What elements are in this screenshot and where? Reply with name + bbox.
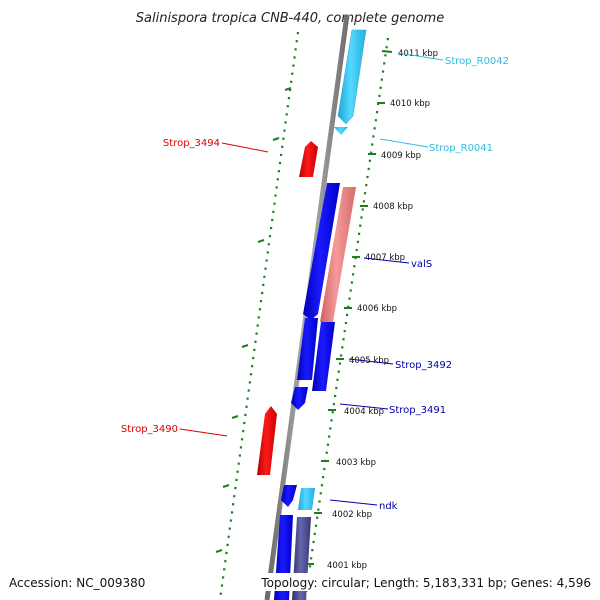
- kbp-tick-4003: 4003 kbp: [321, 458, 376, 468]
- kbp-tick-4011: 4011 kbp: [381, 49, 438, 59]
- left-guide-marks: [215, 87, 292, 553]
- gene-label-strop-3491[interactable]: Strop_3491: [389, 405, 446, 416]
- kbp-label: 4006 kbp: [357, 304, 397, 314]
- kbp-tick-4010: 4010 kbp: [377, 99, 430, 109]
- kbp-label: 4002 kbp: [332, 510, 372, 520]
- kbp-label: 4009 kbp: [381, 151, 421, 161]
- kbp-label: 4003 kbp: [336, 458, 376, 468]
- kbp-tick-4009: 4009 kbp: [368, 151, 421, 161]
- gene-features: [257, 29, 367, 600]
- kbp-tick-4004: 4004 kbp: [328, 407, 384, 417]
- gene-labels: Strop_R0042 Strop_R0041 Strop_3494 valS …: [121, 56, 509, 512]
- kbp-label: 4008 kbp: [373, 202, 413, 212]
- gene-strop-r0041[interactable]: [334, 127, 348, 135]
- gene-label-strop-r0041[interactable]: Strop_R0041: [429, 143, 493, 154]
- kbp-label: 4011 kbp: [398, 49, 438, 59]
- gene-label-strop-3494[interactable]: Strop_3494: [163, 138, 220, 149]
- gene-strop-3492-left[interactable]: [297, 318, 318, 380]
- gene-ndk-blue[interactable]: [281, 485, 297, 507]
- label-leader-lines: [179, 52, 444, 506]
- gene-blue-upper[interactable]: [303, 183, 340, 320]
- kbp-tick-4002: 4002 kbp: [314, 510, 372, 520]
- gene-label-strop-r0042[interactable]: Strop_R0042: [445, 56, 509, 67]
- kbp-tick-4001: 4001 kbp: [306, 561, 367, 571]
- gene-vals-band[interactable]: [320, 187, 356, 322]
- gene-strop-3494[interactable]: [299, 141, 318, 177]
- accession-text: Accession: NC_009380: [9, 576, 145, 590]
- map-title: Salinispora tropica CNB-440, complete ge…: [136, 11, 444, 26]
- gene-label-vals[interactable]: valS: [411, 259, 432, 270]
- footer-right-bg: [258, 573, 596, 591]
- gene-strop-3492-right[interactable]: [312, 322, 335, 391]
- kbp-tick-4008: 4008 kbp: [360, 202, 413, 212]
- kbp-tick-4007: 4007 kbp: [352, 253, 405, 263]
- gene-label-ndk[interactable]: ndk: [379, 501, 398, 512]
- kbp-label: 4001 kbp: [327, 561, 367, 571]
- genome-summary-text: Topology: circular; Length: 5,183,331 bp…: [260, 576, 591, 590]
- kbp-label: 4010 kbp: [390, 99, 430, 109]
- kbp-label: 4007 kbp: [365, 253, 405, 263]
- kbp-label: 4004 kbp: [344, 407, 384, 417]
- gene-label-strop-3490[interactable]: Strop_3490: [121, 424, 178, 435]
- kbp-tick-4006: 4006 kbp: [344, 304, 397, 314]
- left-dotted-guide: [218, 31, 300, 600]
- gene-ndk-cyan[interactable]: [298, 488, 315, 510]
- gene-strop-3491[interactable]: [291, 387, 308, 410]
- gene-strop-3490[interactable]: [257, 406, 277, 475]
- gene-label-strop-3492[interactable]: Strop_3492: [395, 360, 452, 371]
- gene-strop-r0042[interactable]: [337, 29, 367, 125]
- footer-left-bg: [6, 573, 156, 591]
